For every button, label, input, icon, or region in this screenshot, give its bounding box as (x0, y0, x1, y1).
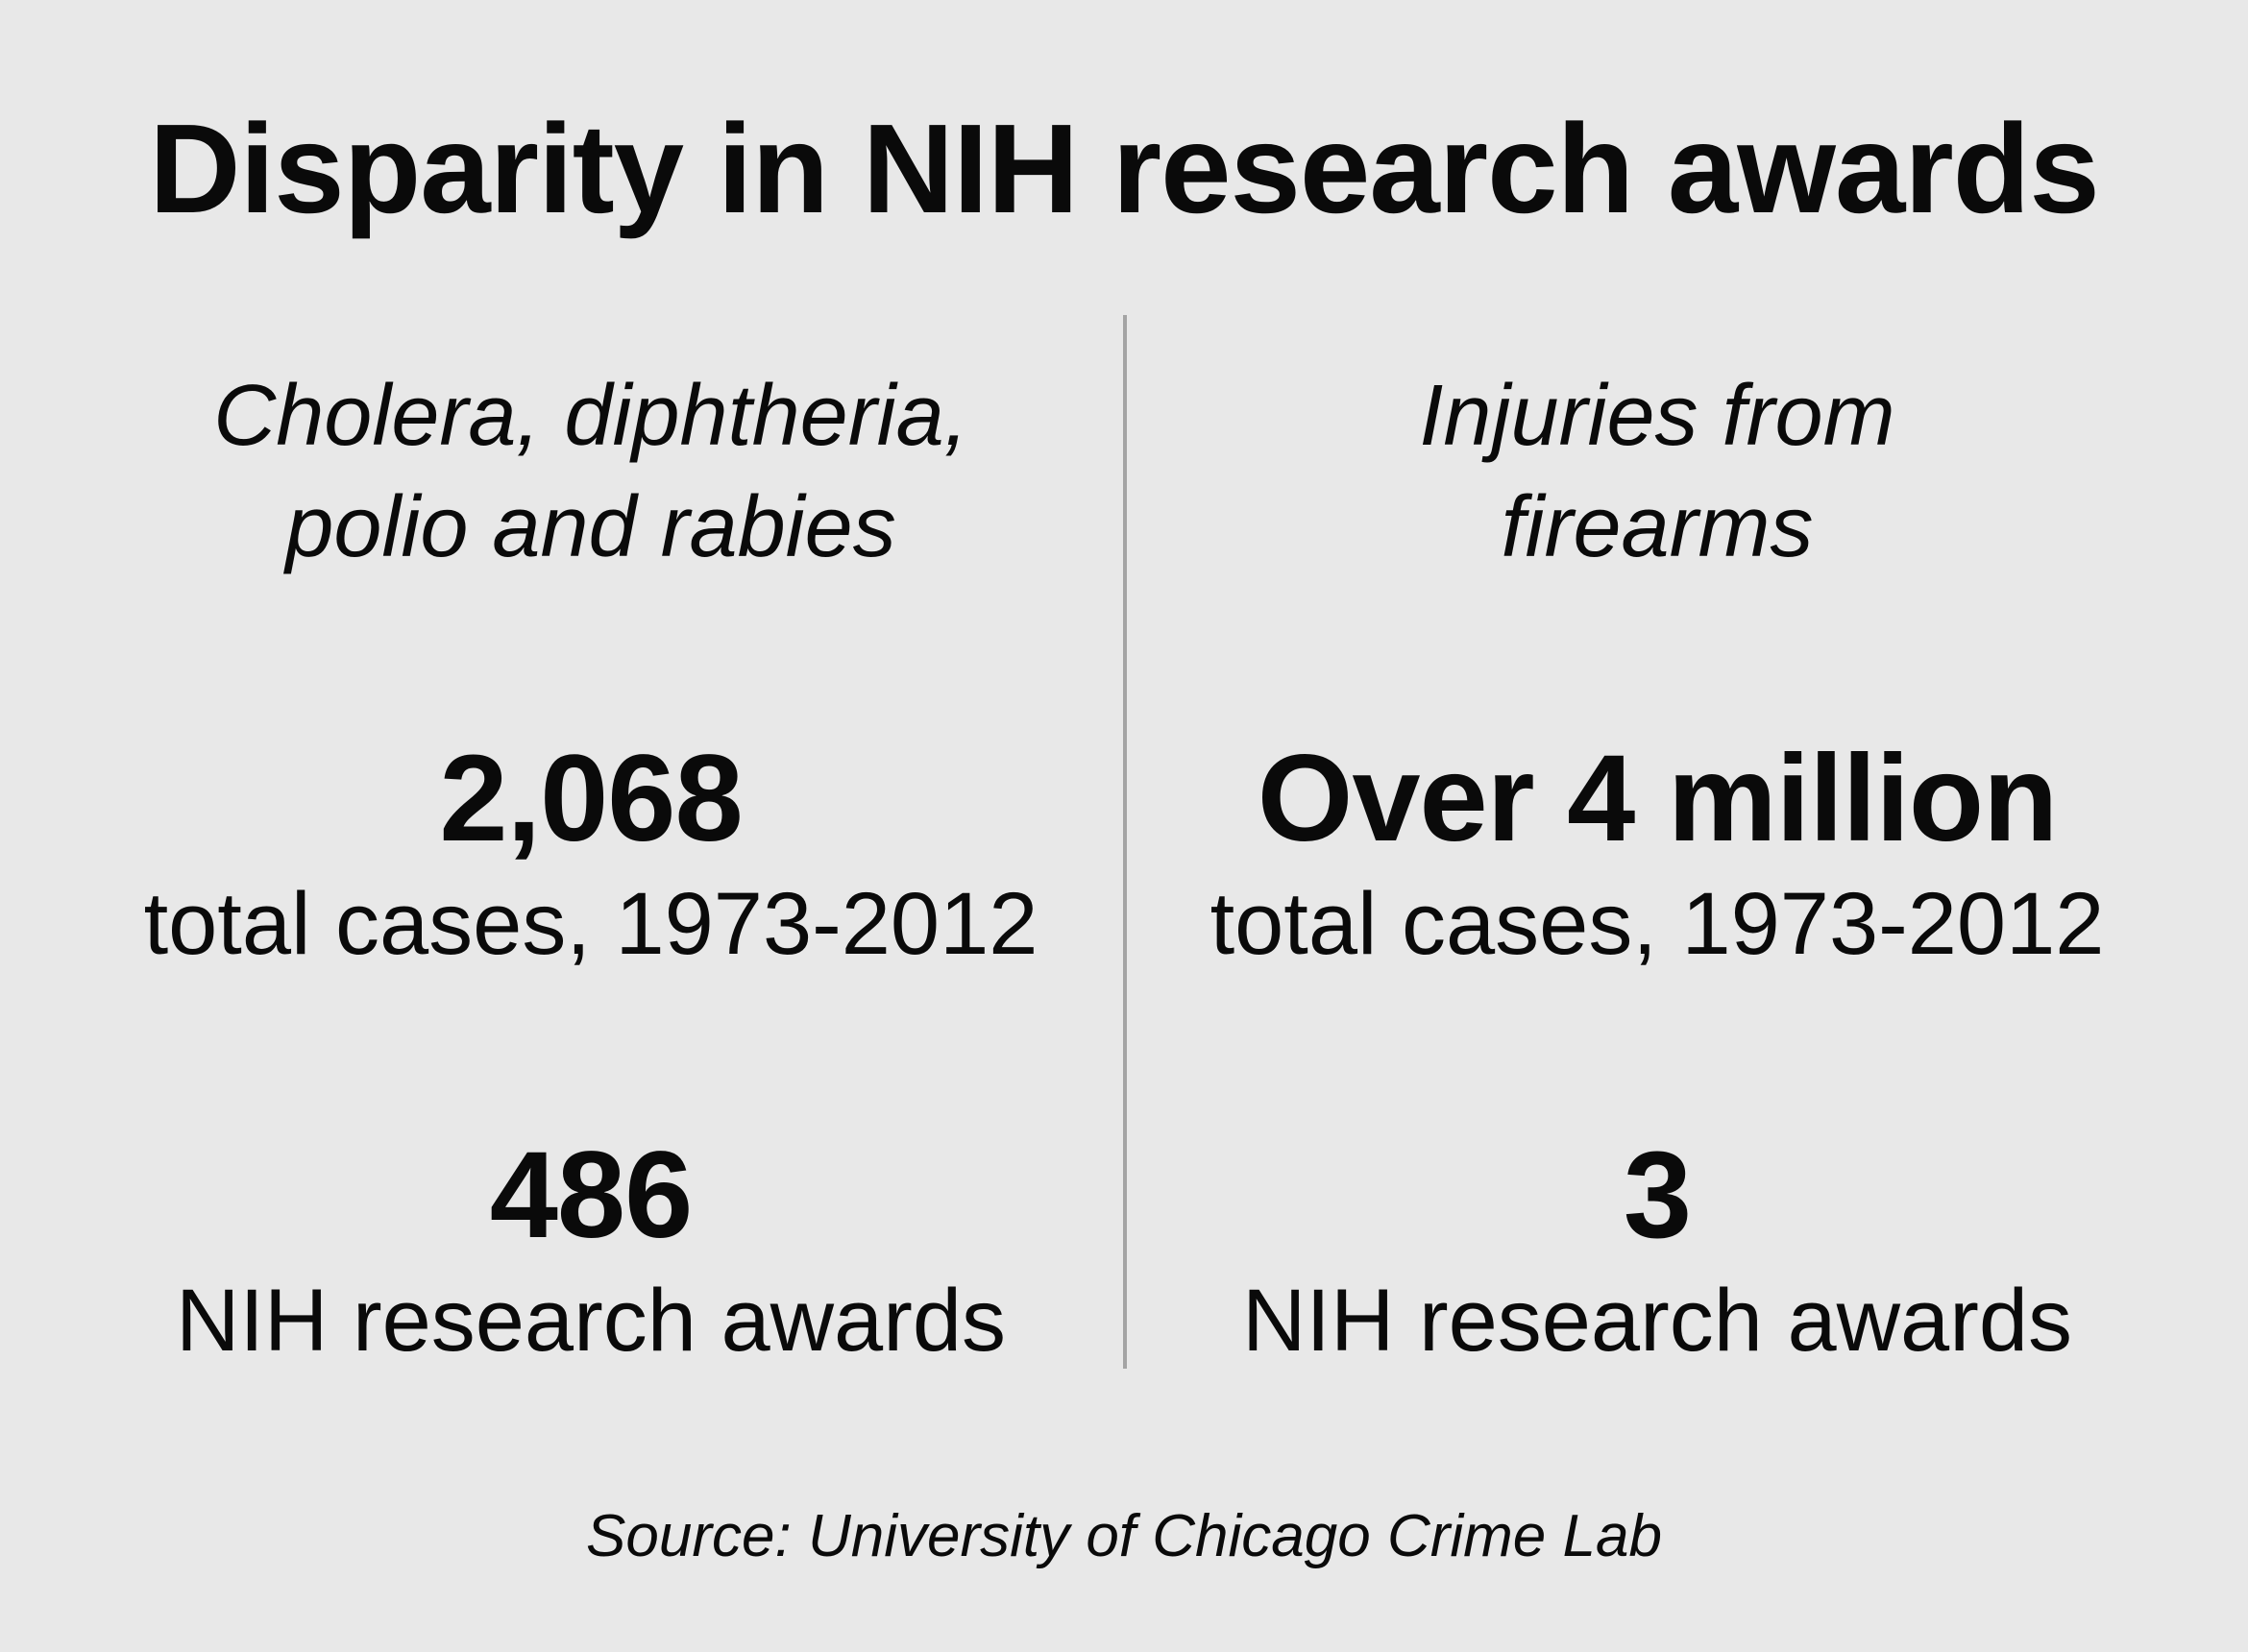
right-cases-label: total cases, 1973-2012 (1210, 875, 2105, 973)
right-heading-line-1: Injuries from (1419, 368, 1895, 464)
right-awards-value: 3 (1623, 1127, 1692, 1264)
left-column: Cholera, diphtheria, polio and rabies 2,… (101, 0, 1081, 1441)
column-divider (1123, 315, 1127, 1369)
left-awards-label: NIH research awards (175, 1272, 1007, 1370)
left-awards-value: 486 (489, 1127, 694, 1264)
left-cases-label: total cases, 1973-2012 (143, 875, 1038, 973)
infographic-title: Disparity in NIH research awards (149, 98, 2100, 239)
right-column: Injuries from firearms Over 4 million to… (1167, 0, 2147, 1441)
left-heading-line-2: polio and rabies (285, 479, 896, 575)
left-cases-value: 2,068 (439, 730, 743, 867)
left-column-heading: Cholera, diphtheria, polio and rabies (101, 360, 1081, 583)
right-column-heading: Injuries from firearms (1167, 360, 2147, 583)
left-heading-line-1: Cholera, diphtheria, (213, 368, 968, 464)
right-heading-line-2: firearms (1501, 479, 1814, 575)
right-awards-label: NIH research awards (1241, 1272, 2073, 1370)
source-credit: Source: University of Chicago Crime Lab (586, 1503, 1662, 1569)
right-cases-value: Over 4 million (1257, 730, 2059, 867)
